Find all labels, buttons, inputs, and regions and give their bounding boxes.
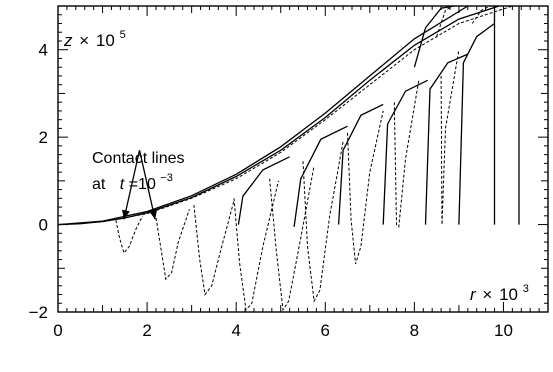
- curve-23: [471, 5, 491, 24]
- x-tick-label: 8: [410, 321, 419, 340]
- x-axis-exp: 3: [523, 283, 529, 295]
- annotation-exp: −3: [160, 172, 173, 184]
- annotation-arrows: [122, 150, 158, 220]
- curve-21: [440, 49, 460, 225]
- y-axis-base: 10: [96, 31, 115, 50]
- plot-frame: [57, 5, 549, 313]
- x-axis-times: ×: [482, 285, 492, 304]
- x-tick-label: 6: [321, 321, 330, 340]
- annotation-arrowhead-1: [122, 209, 130, 220]
- curve-18: [302, 141, 344, 303]
- curve-15: [193, 200, 235, 296]
- annotation-line2: at t =10 −3: [92, 172, 173, 193]
- y-tick-label: 0: [39, 216, 48, 235]
- x-axis-var: r: [470, 285, 477, 304]
- x-tick-label: 2: [142, 321, 151, 340]
- curve-17: [269, 165, 315, 312]
- y-tick-label: 2: [39, 128, 48, 147]
- curve-6: [337, 103, 384, 225]
- curve-13: [115, 215, 144, 255]
- curve-19: [347, 110, 384, 265]
- y-tick-label: 4: [39, 41, 48, 60]
- curve-7: [382, 79, 428, 225]
- annotation-arrowhead-2: [149, 209, 158, 220]
- x-tick-label: 10: [494, 321, 513, 340]
- y-tick-label: −2: [29, 303, 48, 322]
- curve-5: [293, 125, 348, 227]
- curve-4: [237, 156, 290, 225]
- annotation-at: at: [92, 176, 106, 193]
- annotation-t: t: [120, 176, 125, 193]
- x-tick-label: 4: [231, 321, 240, 340]
- x-axis-base: 10: [499, 285, 518, 304]
- x-axis-title: r × 10 3: [470, 283, 529, 304]
- curve-20: [393, 80, 420, 228]
- curve-16: [233, 180, 279, 311]
- y-axis-times: ×: [79, 31, 89, 50]
- axis-ticks-layer: [57, 5, 549, 313]
- annotation-eq: =10: [129, 176, 156, 193]
- curve-3: [57, 5, 513, 226]
- tick-labels-layer: 0 2 4 6 8 10 −2 0 2 4: [29, 41, 513, 340]
- y-axis-title: z × 10 5: [63, 29, 126, 50]
- curve-12: [413, 5, 455, 68]
- y-axis-var: z: [63, 31, 73, 50]
- curve-9: [458, 22, 495, 225]
- y-axis-exp: 5: [120, 29, 126, 41]
- annotation-arrow-2: [138, 150, 156, 220]
- curve-14: [155, 209, 190, 281]
- curve-22: [436, 5, 453, 37]
- annotation-arrow-1: [123, 150, 141, 220]
- x-tick-label: 0: [53, 321, 62, 340]
